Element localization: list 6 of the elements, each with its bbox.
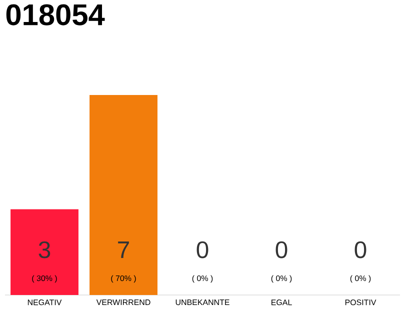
data-label: 0 bbox=[276, 241, 288, 258]
data-label: 7 bbox=[118, 242, 129, 258]
data-label: 0 bbox=[354, 241, 366, 258]
data-label: 0 bbox=[196, 241, 208, 258]
data-label: 3 bbox=[38, 241, 50, 258]
chart-title: 018054 bbox=[6, 4, 105, 26]
